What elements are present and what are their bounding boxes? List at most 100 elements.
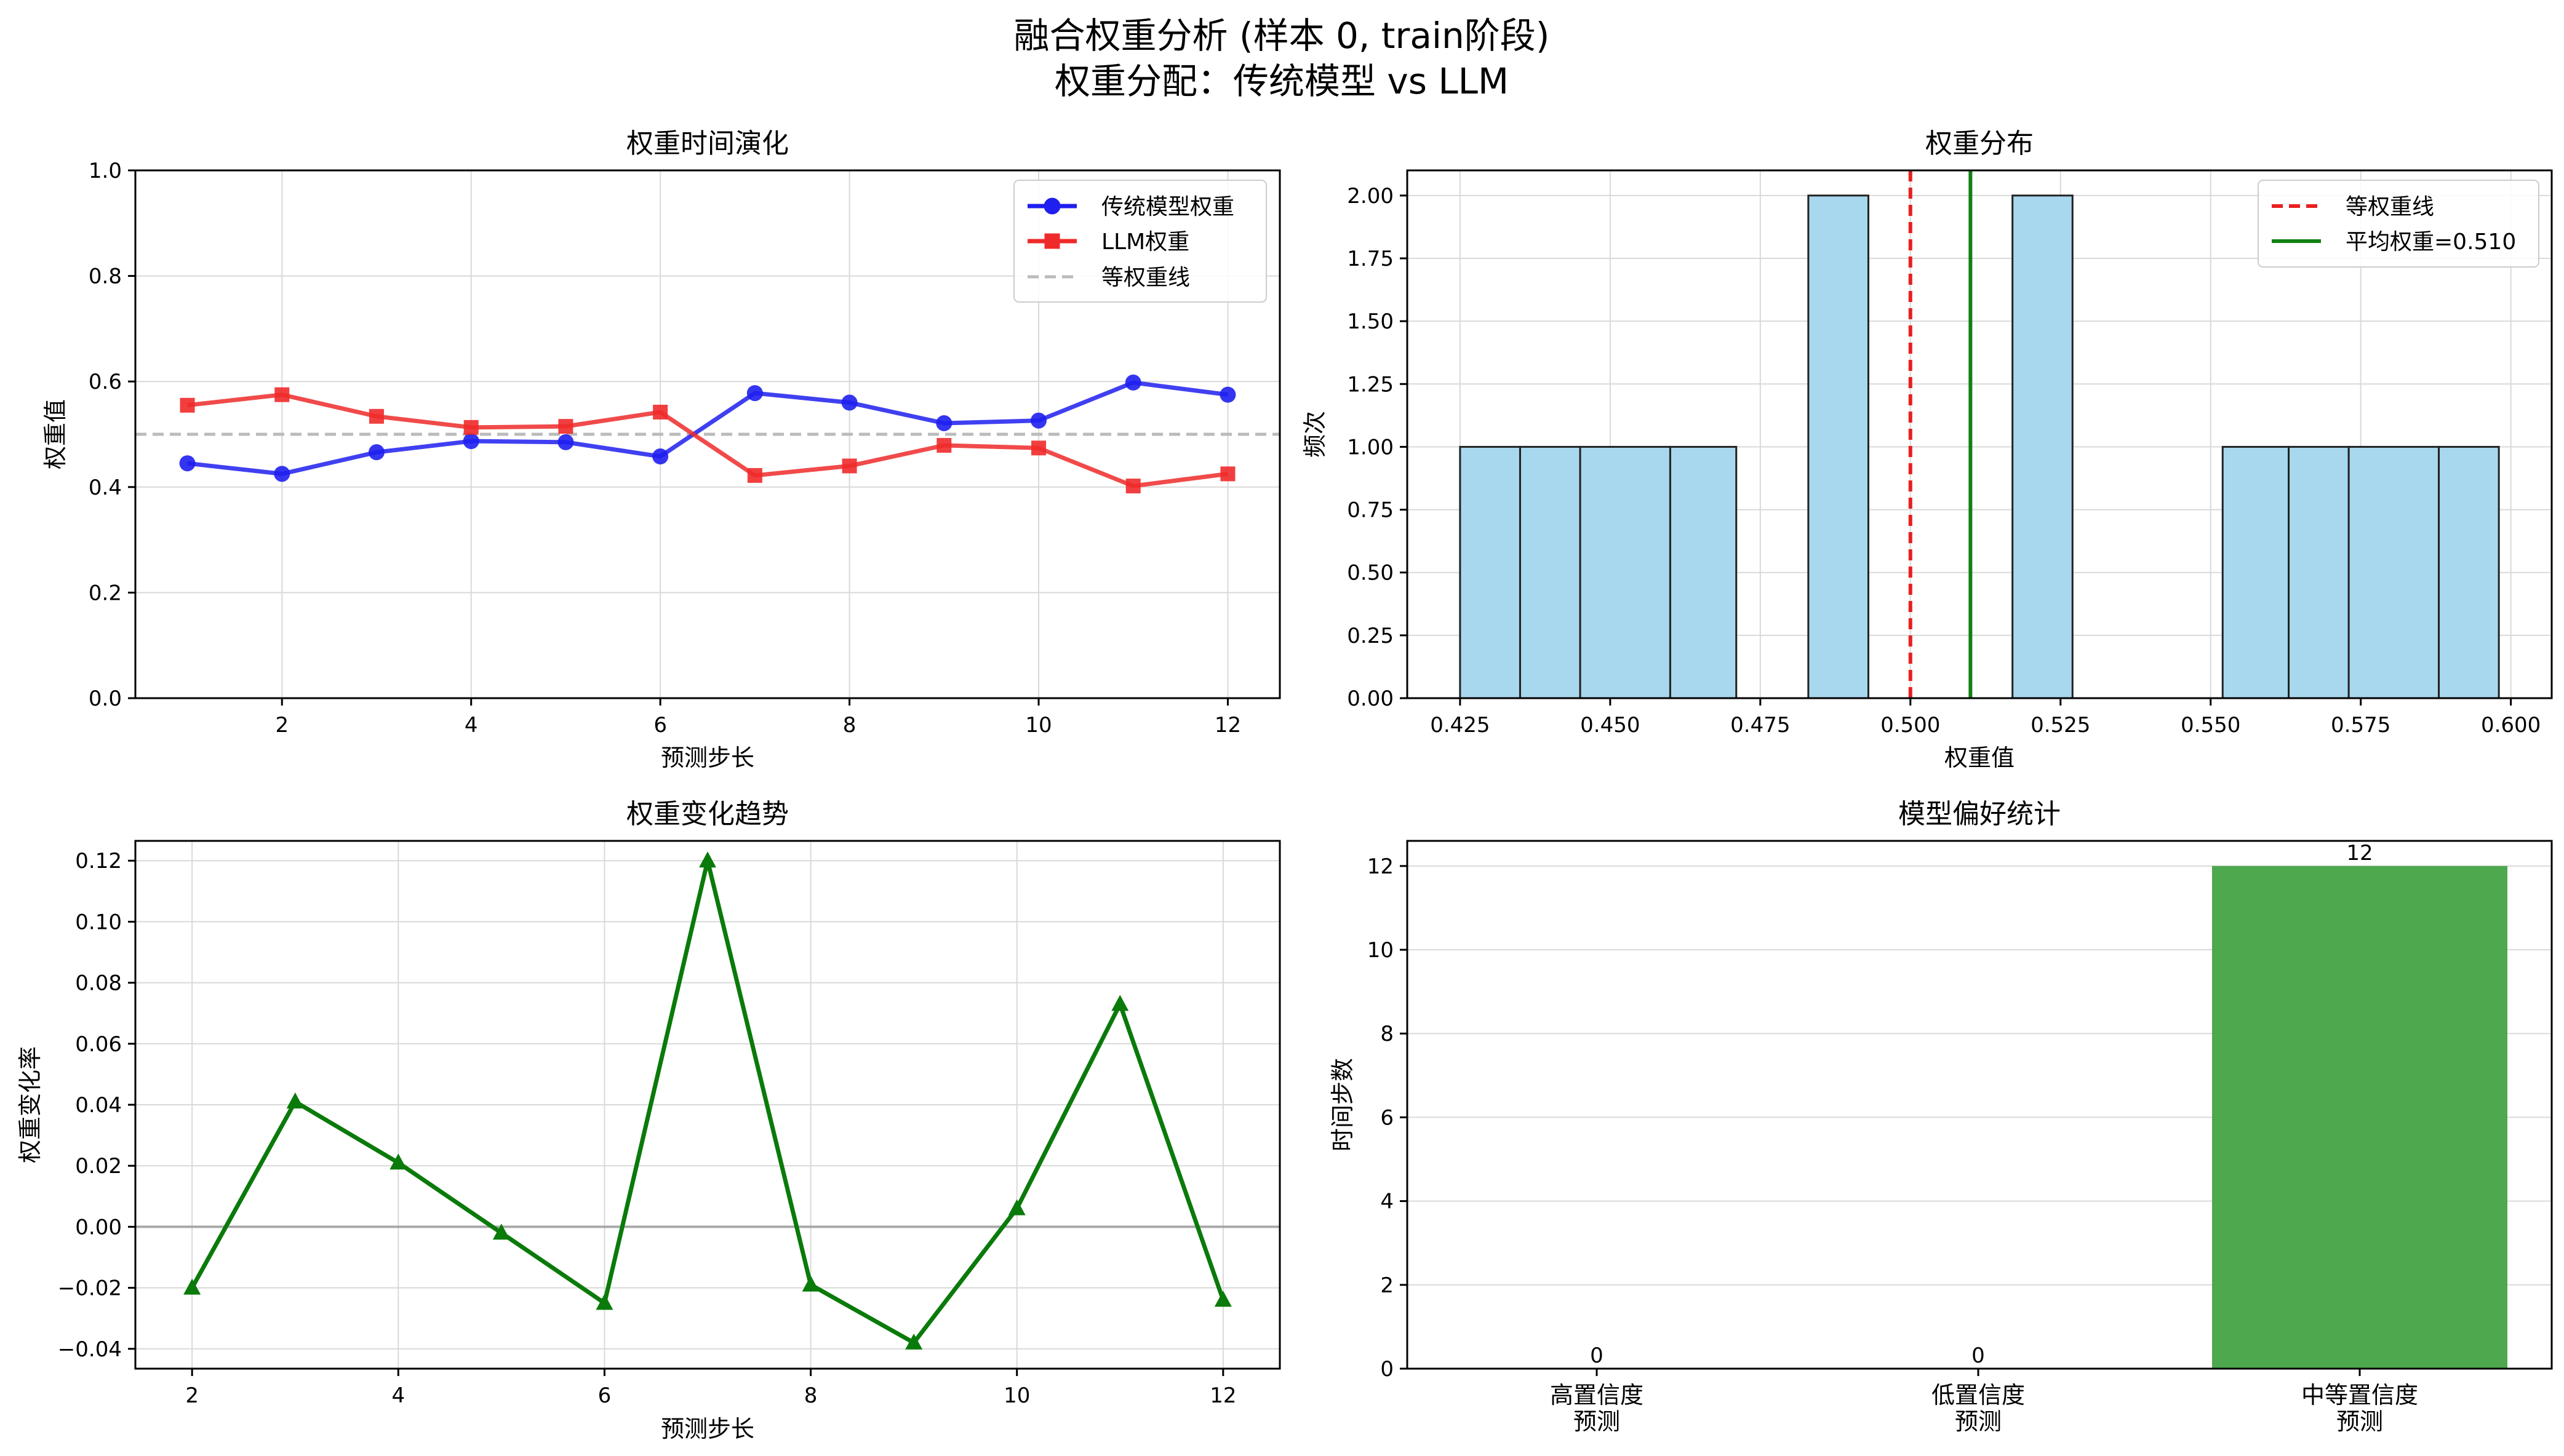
x-tick-label: 10 [1004,1383,1030,1408]
y-tick-label: 1.75 [1347,247,1394,271]
weight-change-point [596,1294,613,1310]
y-tick-label: 1.0 [89,159,122,183]
x-axis-label: 权重值 [1944,744,2015,771]
y-tick-label: 0.0 [89,686,122,711]
x-tick-label: 2 [185,1383,199,1408]
y-tick-label: 0.04 [75,1093,122,1118]
histogram-bar [1519,445,1581,699]
histogram-bar [2221,445,2290,699]
axis-ticks: 0.425 0.450 0.475 0.500 0.525 0.550 0.575 0.600… [1347,184,2541,738]
traditional-weight-point [368,444,385,461]
legend-label-llm: LLM权重 [1101,229,1189,255]
grid [135,841,1280,1369]
series-lines [179,374,1236,494]
legend-box [2258,180,2539,268]
llm-weight-point [937,438,952,453]
traditional-weight-point [1125,374,1141,391]
category-label-line1: 低置信度 [1931,1382,2025,1409]
traditional-weight-point [1220,386,1236,403]
x-tick-label: 0.475 [1730,713,1790,738]
llm-weight-point [1220,466,1236,482]
y-tick-label: 0.02 [75,1154,122,1179]
vertical-lines [1908,170,1973,698]
y-tick-label: 1.50 [1347,309,1394,334]
llm-weight-point [369,408,384,424]
y-tick-label: −0.02 [58,1276,122,1301]
x-tick-label: 6 [653,713,667,738]
y-tick-label: 0.12 [75,849,122,873]
llm-weight-point [463,420,479,435]
x-tick-label: 6 [598,1383,612,1408]
x-tick-label: 4 [391,1383,405,1408]
category-label-line1: 高置信度 [1550,1382,1643,1409]
figure-title-line2: 权重分配：传统模型 vs LLM [1055,60,1509,102]
x-tick-label: 0.525 [2031,713,2090,738]
traditional-weight-point [463,433,479,450]
legend-label-equal-weight: 等权重线 [1101,265,1190,290]
y-tick-label: 0.6 [89,370,122,394]
llm-weight-line [187,392,1228,488]
y-tick-label: 2 [1380,1273,1394,1298]
y-tick-label: 10 [1367,938,1394,963]
llm-weight-point [1125,479,1141,494]
y-tick-label: 0.25 [1347,624,1394,648]
x-tick-label: 0.500 [1880,713,1940,738]
weight-change-point [802,1275,820,1292]
y-tick-label: −0.04 [58,1337,122,1362]
traditional-weight-point [179,455,196,472]
panel-title: 权重时间演化 [626,128,789,159]
histogram-bar [1579,445,1671,699]
traditional-weight-point [936,415,953,431]
legend-label-mean-weight: 平均权重=0.510 [2346,229,2516,255]
legend-marker-square [1044,233,1060,249]
bar-value-label: 12 [2346,841,2373,865]
y-tick-label: 0.2 [89,581,122,605]
histogram-bar [1459,445,1521,699]
histogram-bar [1669,445,1738,699]
histogram-bars [1459,194,2500,699]
legend-label-equal-weight: 等权重线 [2346,194,2434,220]
llm-weight-point [180,397,195,413]
weight-change-point [905,1333,923,1350]
histogram-bar [2347,445,2440,699]
legend-marker-circle [1044,197,1061,215]
x-tick-label: 8 [804,1383,818,1408]
x-tick-label: 0.575 [2331,713,2390,738]
traditional-weight-point [557,434,574,450]
weight-change-point [1008,1199,1026,1215]
y-tick-label: 0.06 [75,1032,122,1057]
y-tick-label: 0 [1380,1357,1394,1382]
x-tick-label: 10 [1025,713,1052,738]
plot-frame [1406,169,2553,699]
y-tick-label: 0.08 [75,971,122,996]
y-tick-label: 12 [1367,854,1394,879]
llm-weight-point [558,419,573,434]
y-tick-label: 8 [1380,1022,1394,1046]
traditional-weight-line [187,380,1228,476]
y-axis-label: 频次 [1301,411,1328,458]
axis-ticks: 2 4 6 8 10 12 0.0 0.2 0.4 0.6 0.8 1.0 [89,159,1241,738]
legend-box [1013,180,1267,303]
weight-change-point [492,1223,510,1240]
weight-change-point [183,1278,201,1295]
legend: 传统模型权重 LLM权重 等权重线 [1013,180,1267,303]
bar-value-label: 0 [1590,1343,1603,1368]
y-tick-label: 0.8 [89,265,122,289]
legend-label-traditional: 传统模型权重 [1101,194,1234,220]
panel-title: 权重变化趋势 [626,798,789,830]
panel-title: 权重分布 [1925,128,2034,159]
y-tick-label: 0.00 [1347,686,1394,711]
weight-distribution-panel: 0.425 0.450 0.475 0.500 0.525 0.550 0.575 0.600… [1301,128,2553,771]
category-label-line2: 预测 [2336,1408,2383,1435]
weight-evolution-panel: 2 4 6 8 10 12 0.0 0.2 0.4 0.6 0.8 1.0 权重时间演化 预测步长 权… [42,128,1281,771]
weight-trend-panel: 2 4 6 8 10 12 −0.04 −0.02 0.00 0.02 0.04 0.06 0.08 0.… [17,798,1281,1442]
y-tick-label: 2.00 [1347,184,1394,209]
traditional-weight-point [1031,412,1047,429]
figure-title-line1: 融合权重分析 (样本 0, train阶段) [1014,15,1550,57]
weight-change-point [286,1092,304,1109]
y-axis-label: 权重变化率 [17,1046,44,1163]
x-tick-label: 12 [1210,1383,1236,1408]
y-tick-label: 0.00 [75,1215,122,1239]
